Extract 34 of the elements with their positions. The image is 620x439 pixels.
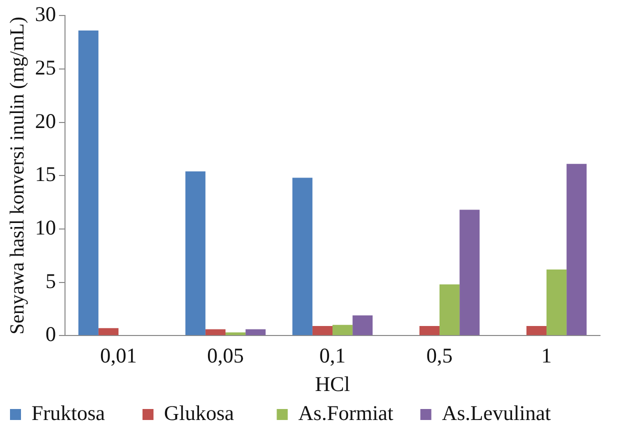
- bar: [226, 332, 246, 336]
- y-tick-label: 10: [35, 215, 56, 240]
- bar: [440, 284, 460, 336]
- bar: [566, 164, 587, 336]
- bar: [546, 269, 567, 336]
- bar: [78, 30, 98, 336]
- y-tick-label: 15: [35, 162, 56, 186]
- bar: [352, 315, 373, 336]
- legend-label: Fruktosa: [32, 401, 136, 426]
- x-tick-label: 0,01: [100, 344, 137, 368]
- bar: [312, 326, 332, 336]
- y-tick-label: 30: [35, 2, 56, 26]
- bar: [460, 210, 480, 336]
- x-tick-label: 0,1: [319, 344, 346, 368]
- y-tick-label: 0: [46, 322, 56, 346]
- legend-label: As.Formiat: [298, 401, 414, 426]
- x-tick-label: 1: [541, 344, 552, 368]
- legend-label: Glukosa: [164, 401, 271, 426]
- bar: [98, 328, 118, 336]
- bar: [292, 178, 312, 336]
- bar: [185, 171, 206, 336]
- bar: [246, 329, 266, 336]
- y-tick-label: 20: [35, 108, 56, 133]
- x-tick-label: 0,5: [426, 344, 453, 368]
- y-tick-label: 25: [35, 55, 56, 80]
- y-axis-title: Senyawa hasil konversi inulin (mg/mL): [6, 16, 28, 334]
- bar: [332, 324, 353, 336]
- bar: [419, 326, 440, 336]
- bar: [526, 326, 546, 336]
- x-tick-label: 0,05: [207, 344, 244, 368]
- y-tick-label: 5: [46, 268, 56, 293]
- bar: [205, 329, 226, 336]
- x-axis-title: HCl: [314, 372, 350, 396]
- legend-label: As.Levulinat: [442, 401, 562, 426]
